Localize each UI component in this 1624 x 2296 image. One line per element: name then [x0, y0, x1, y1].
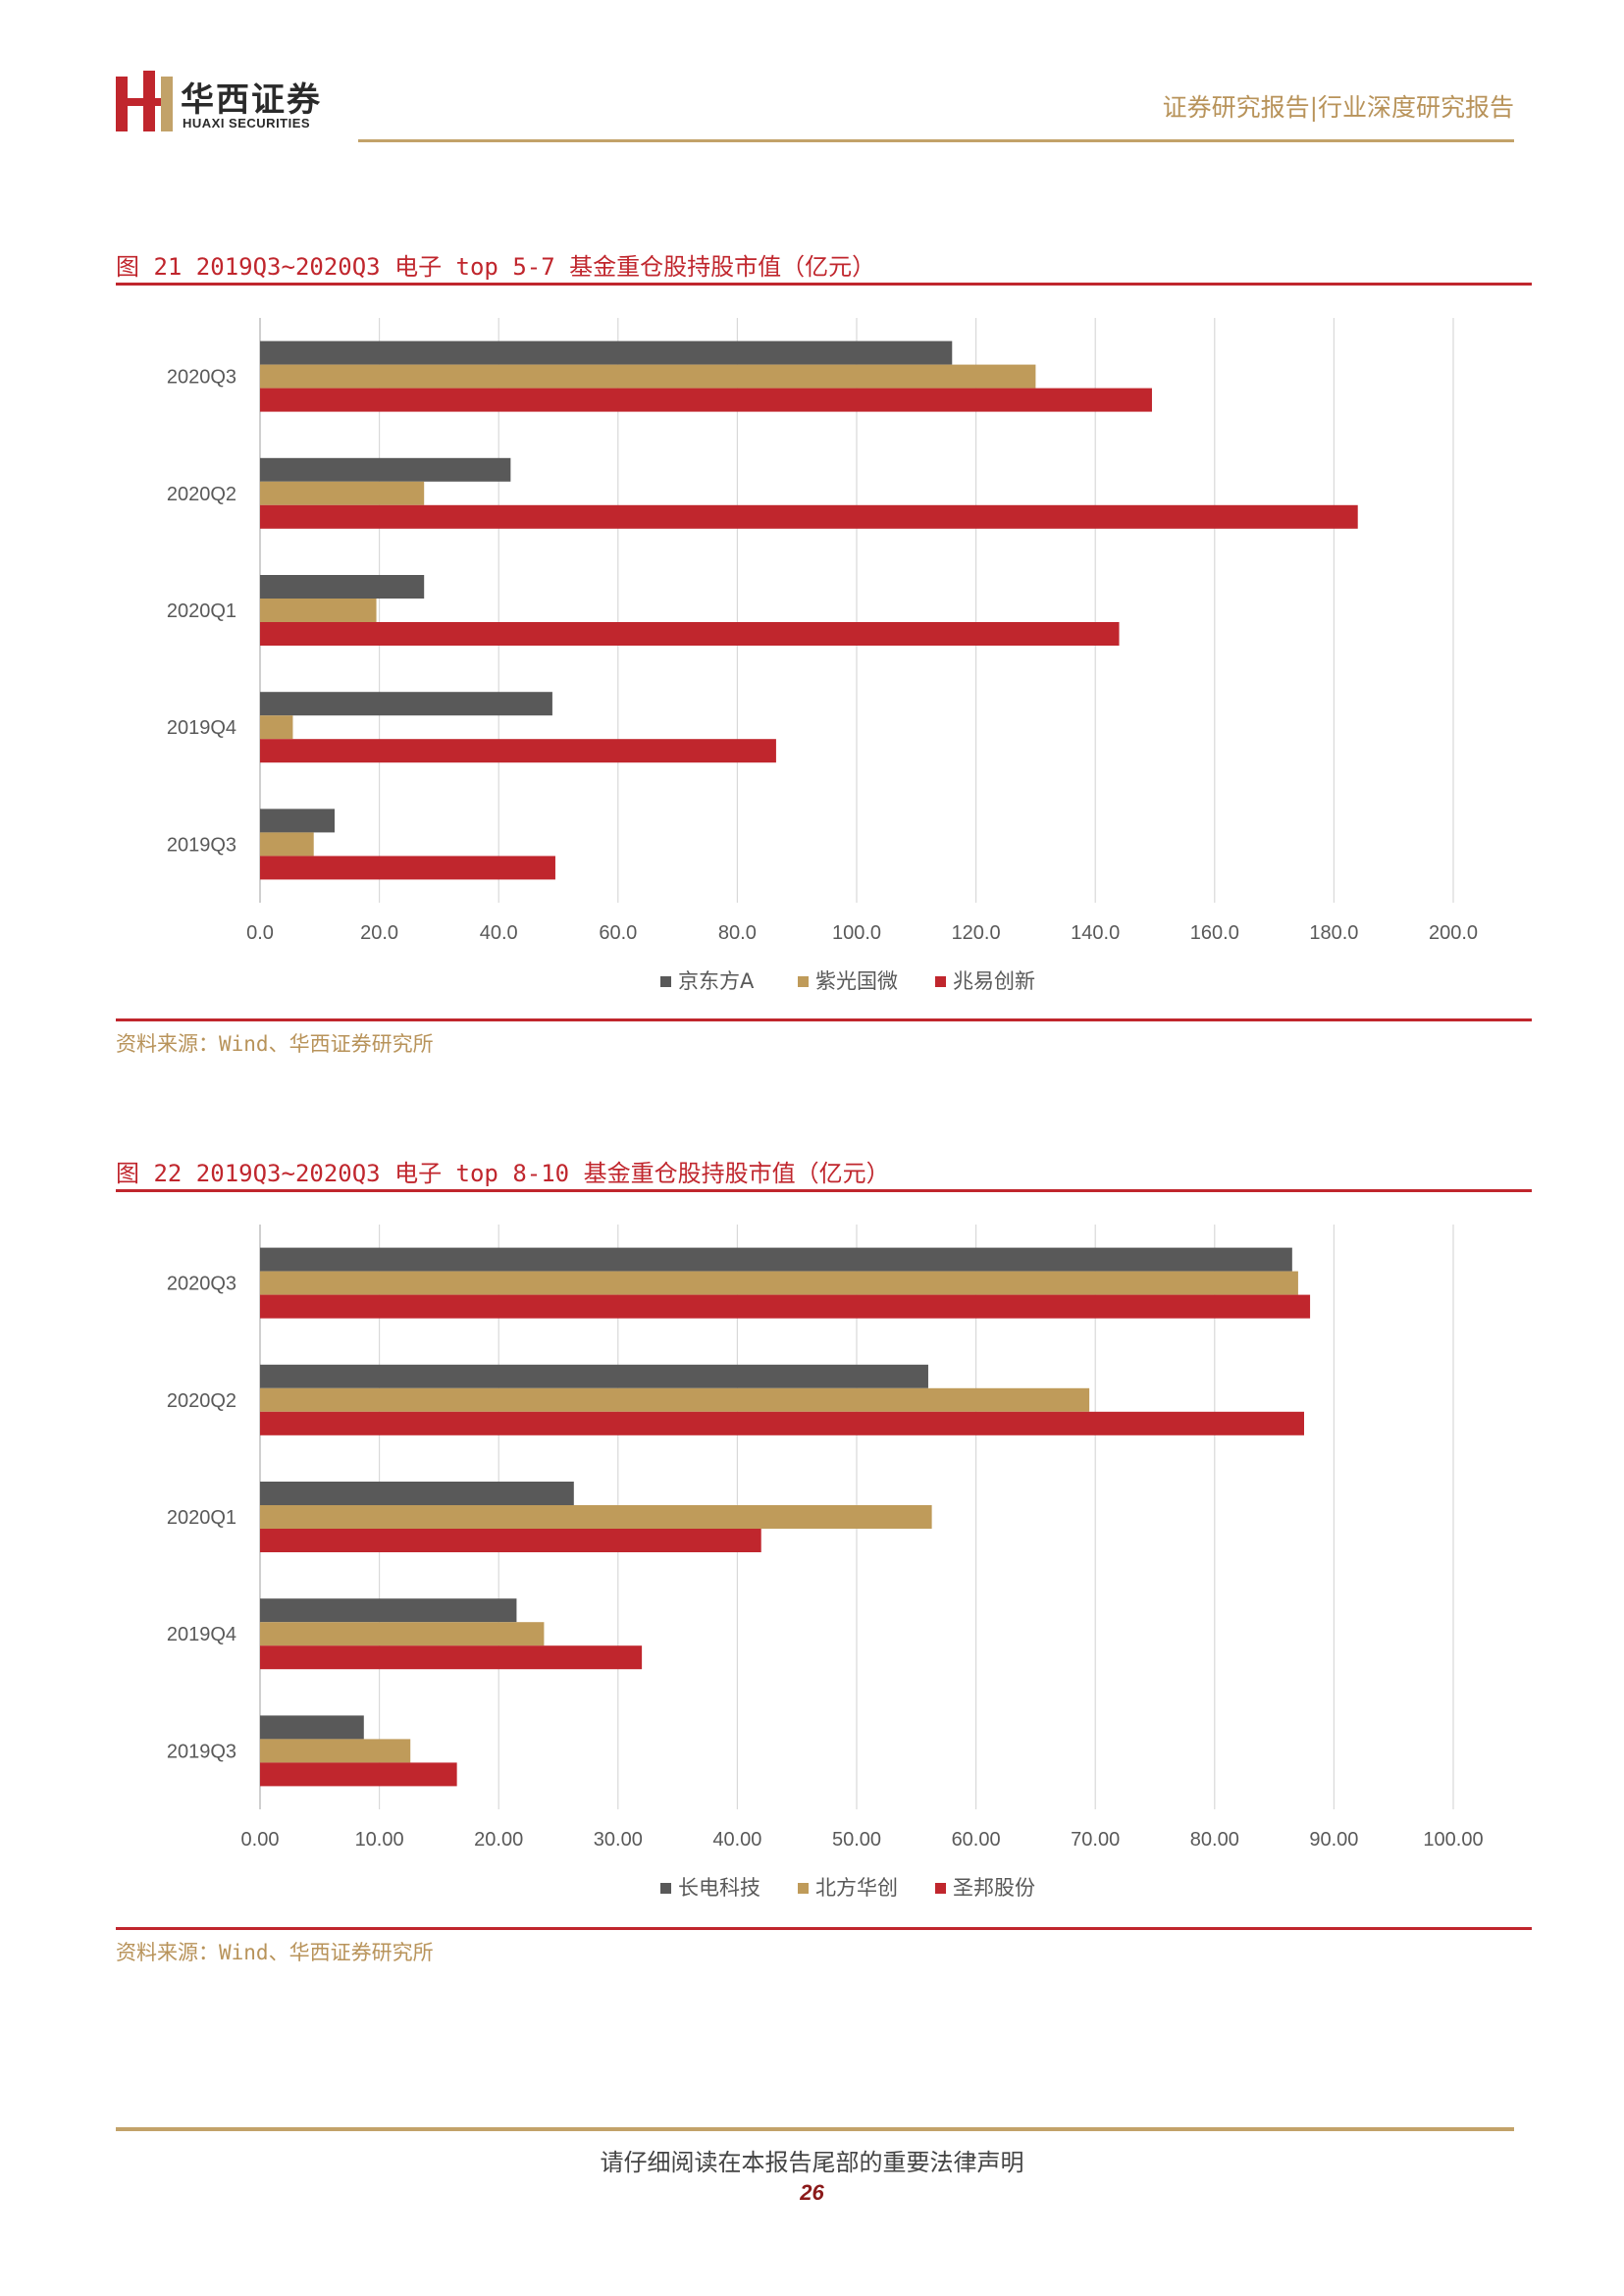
report-type: 证券研究报告|行业深度研究报告 — [1162, 93, 1514, 122]
legend-swatch — [798, 976, 809, 987]
category-label: 2020Q2 — [167, 484, 236, 505]
legend-label: 北方华创 — [815, 1876, 898, 1900]
bar — [260, 1294, 1311, 1319]
legend-label: 长电科技 — [678, 1876, 760, 1900]
legal-notice: 请仔细阅读在本报告尾部的重要法律声明 — [600, 2149, 1024, 2176]
x-tick-label: 80.00 — [1190, 1829, 1239, 1851]
bar — [260, 809, 335, 833]
legend-swatch — [935, 1883, 946, 1894]
figure-22-title: 图 22 2019Q3~2020Q3 电子 top 8-10 基金重仓股持股市值… — [116, 1160, 890, 1187]
legend-label: 京东方A — [678, 969, 755, 993]
category-label: 2020Q1 — [167, 600, 236, 622]
bar — [260, 481, 425, 505]
x-tick-label: 140.0 — [1071, 922, 1120, 944]
x-tick-label: 30.00 — [594, 1829, 643, 1851]
bar — [260, 388, 1152, 412]
legend-label: 兆易创新 — [953, 969, 1035, 993]
bar — [260, 364, 1036, 389]
legend-label: 紫光国微 — [815, 969, 898, 993]
brand-name-en: HUAXI SECURITIES — [183, 116, 311, 130]
bar — [260, 1645, 643, 1670]
legend-swatch — [935, 976, 946, 987]
x-tick-label: 160.0 — [1190, 922, 1239, 944]
bar — [260, 1715, 364, 1740]
legend-swatch — [798, 1883, 809, 1894]
legend-label: 圣邦股份 — [953, 1876, 1035, 1900]
x-tick-label: 180.0 — [1309, 922, 1358, 944]
bar — [260, 1247, 1292, 1272]
x-tick-label: 0.0 — [246, 922, 274, 944]
brand-name-cn: 华西证券 — [181, 80, 322, 120]
bar — [260, 599, 377, 622]
category-label: 2020Q1 — [167, 1507, 236, 1529]
figure-21-chart: 0.0 20.0 40.0 60.0 80.0 100.0 120.0 140.0 160.0 1… — [167, 318, 1478, 993]
x-tick-label: 0.00 — [241, 1829, 280, 1851]
x-tick-label: 40.00 — [712, 1829, 761, 1851]
category-label: 2019Q4 — [167, 1624, 236, 1645]
figure-22-chart: 0.00 10.00 20.00 30.00 40.00 50.00 60.00 70.00 8… — [167, 1225, 1484, 1900]
bar — [260, 1482, 574, 1505]
bar — [260, 575, 425, 599]
figure-21-top-rule — [116, 283, 1532, 286]
category-label: 2020Q3 — [167, 1274, 236, 1295]
x-tick-label: 70.00 — [1071, 1829, 1120, 1851]
bar — [260, 692, 552, 716]
x-tick-label: 50.00 — [832, 1829, 881, 1851]
bar — [260, 739, 776, 763]
category-label: 2019Q3 — [167, 1741, 236, 1762]
bar — [260, 832, 314, 857]
figure-22-bottom-rule — [116, 1927, 1532, 1930]
legend-swatch — [660, 976, 671, 987]
x-tick-label: 60.0 — [599, 922, 637, 944]
x-tick-label: 100.00 — [1423, 1829, 1483, 1851]
page-number: 26 — [800, 2180, 824, 2205]
legend-swatch — [660, 1883, 671, 1894]
category-label: 2019Q4 — [167, 717, 236, 739]
x-tick-label: 80.0 — [718, 922, 757, 944]
category-label: 2020Q2 — [167, 1390, 236, 1412]
category-label: 2019Q3 — [167, 834, 236, 856]
x-tick-label: 10.00 — [355, 1829, 404, 1851]
figure-21-bottom-rule — [116, 1018, 1532, 1021]
bar — [260, 1387, 1090, 1412]
x-tick-label: 120.0 — [952, 922, 1001, 944]
bar — [260, 1622, 545, 1646]
x-tick-label: 20.00 — [474, 1829, 523, 1851]
bar — [260, 856, 555, 880]
huaxi-logo-icon — [116, 71, 173, 131]
figure-21-title: 图 21 2019Q3~2020Q3 电子 top 5-7 基金重仓股持股市值（… — [116, 253, 876, 281]
bar — [260, 715, 293, 740]
bar — [260, 1271, 1298, 1295]
figure-21-source: 资料来源：Wind、华西证券研究所 — [116, 1032, 434, 1056]
x-tick-label: 60.00 — [952, 1829, 1001, 1851]
bar — [260, 1529, 761, 1552]
bar — [260, 340, 953, 365]
figure-22-top-rule — [116, 1189, 1532, 1192]
x-tick-label: 100.0 — [832, 922, 881, 944]
x-tick-label: 90.00 — [1309, 1829, 1358, 1851]
bar — [260, 457, 511, 482]
category-label: 2020Q3 — [167, 367, 236, 389]
bar — [260, 1739, 411, 1763]
bar — [260, 1505, 932, 1529]
bar — [260, 1598, 517, 1623]
x-tick-label: 200.0 — [1429, 922, 1478, 944]
bar — [260, 1762, 457, 1787]
bar — [260, 504, 1358, 529]
header-divider — [358, 139, 1514, 142]
footer-divider — [116, 2127, 1514, 2131]
x-tick-label: 20.0 — [360, 922, 398, 944]
figure-22-source: 资料来源：Wind、华西证券研究所 — [116, 1941, 434, 1964]
bar — [260, 622, 1120, 646]
x-tick-label: 40.0 — [480, 922, 518, 944]
bar — [260, 1411, 1304, 1435]
bar — [260, 1364, 928, 1388]
